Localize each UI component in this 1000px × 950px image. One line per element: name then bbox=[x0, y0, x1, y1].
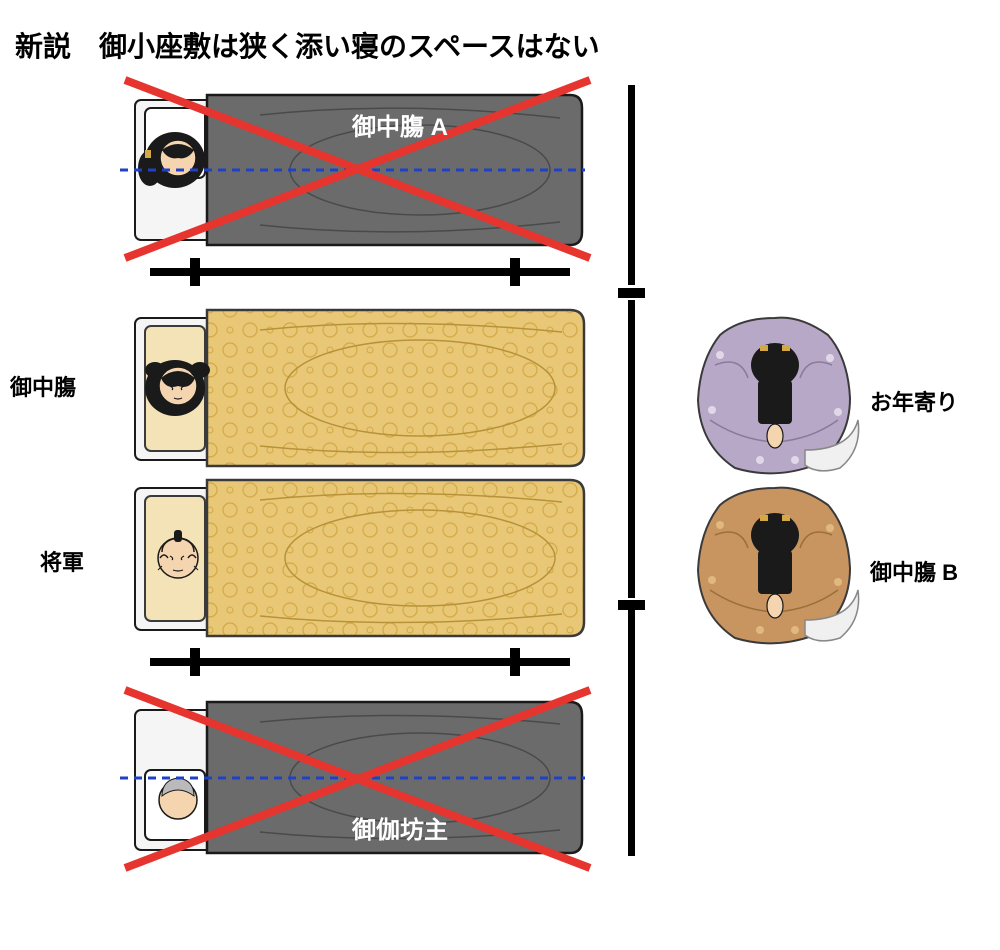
label-ochurou: 御中膓 bbox=[10, 370, 76, 402]
diagram-canvas bbox=[0, 0, 1000, 950]
vertical-partition bbox=[618, 85, 645, 856]
screen-divider-bottom bbox=[150, 648, 570, 676]
label-shogun: 将軍 bbox=[40, 545, 84, 577]
sitting-otoshiyori bbox=[698, 318, 859, 474]
futon-label-ochurou-a: 御中膓 A bbox=[300, 107, 500, 142]
label-otoshiyori: お年寄り bbox=[870, 385, 958, 417]
futon-shogun bbox=[135, 480, 584, 636]
futon-label-otogi: 御伽坊主 bbox=[300, 810, 500, 845]
screen-divider-top bbox=[150, 258, 570, 286]
futon-ochurou bbox=[135, 310, 584, 466]
sitting-ochurou-b bbox=[698, 488, 859, 644]
label-ochurou-b: 御中膓 B bbox=[870, 555, 958, 587]
